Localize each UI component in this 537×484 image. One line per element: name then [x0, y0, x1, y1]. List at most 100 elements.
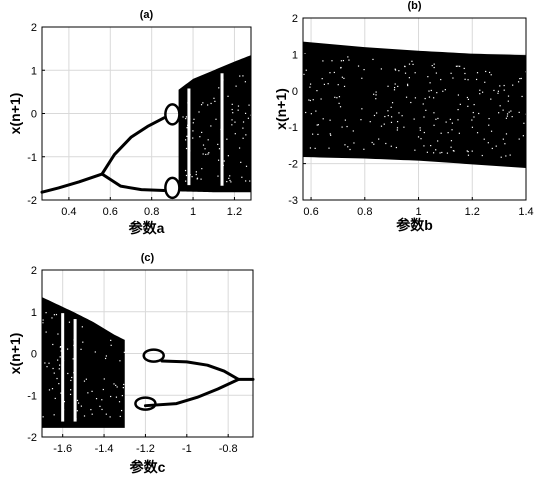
chaos-speckle	[116, 386, 118, 388]
chaos-speckle	[376, 112, 378, 114]
chaos-speckle	[309, 147, 312, 149]
chaos-speckle	[226, 180, 228, 183]
chaos-speckle	[193, 118, 195, 120]
chaos-speckle	[237, 109, 239, 111]
chaos-speckle	[242, 75, 244, 77]
chaos-speckle	[213, 97, 215, 99]
x-tick-label: 1.4	[518, 206, 533, 218]
y-tick-label: 1	[292, 49, 298, 61]
chaos-speckle	[185, 117, 187, 120]
chaos-speckle	[231, 119, 233, 121]
chaos-speckle	[45, 312, 47, 314]
chaos-speckle	[435, 118, 437, 120]
chaos-speckle	[442, 90, 444, 92]
chaos-speckle	[391, 116, 393, 118]
chaos-speckle	[322, 118, 324, 120]
chaos-speckle	[375, 91, 377, 93]
chaos-speckle	[204, 148, 206, 150]
chaos-speckle	[476, 132, 479, 134]
chaos-speckle	[352, 130, 354, 132]
chaos-speckle	[245, 134, 247, 136]
chaos-speckle	[314, 147, 316, 149]
chaos-speckle	[408, 63, 411, 65]
chaos-speckle	[185, 174, 188, 177]
chaos-speckle	[205, 153, 207, 156]
chaos-speckle	[52, 343, 54, 346]
chaos-speckle	[231, 103, 233, 105]
y-tick-label: -1	[27, 152, 37, 164]
chaos-speckle	[71, 376, 73, 379]
chaos-speckle	[42, 322, 44, 324]
panel-a-bifurcation-chart: 0.4 0.6 0.8 1 1.2 -2 -1 0 1 2 (a) 参数a x(n+1)	[7, 9, 252, 236]
chaos-speckle	[500, 156, 502, 158]
x-tick-label: -0.8	[219, 443, 238, 455]
chaos-speckle	[118, 401, 121, 403]
chaos-speckle	[329, 133, 331, 135]
chaos-speckle	[384, 115, 386, 118]
chaos-speckle	[518, 111, 520, 113]
chaos-speckle	[60, 346, 62, 348]
panel-title: (c)	[141, 252, 155, 264]
chaos-speckle	[394, 86, 396, 89]
chaos-speckle	[76, 410, 78, 412]
chaos-speckle	[57, 333, 59, 335]
chaos-speckle	[60, 392, 62, 394]
chaos-speckle	[218, 87, 220, 89]
chaos-speckle	[423, 131, 425, 134]
chaos-speckle	[66, 348, 69, 350]
chaos-speckle	[210, 125, 212, 127]
chaos-speckle	[464, 72, 466, 75]
chaos-speckle	[459, 103, 461, 105]
chaos-speckle	[410, 101, 412, 104]
y-tick-label: -1	[27, 390, 37, 402]
chaos-speckle	[361, 77, 363, 79]
x-tick-label: -1.2	[136, 443, 155, 455]
chaos-speckle	[327, 83, 329, 85]
chaos-speckle	[414, 72, 416, 74]
chaos-speckle	[417, 136, 420, 138]
chaos-speckle	[387, 114, 389, 117]
chaos-speckle	[457, 119, 459, 121]
chaos-speckle	[80, 405, 82, 407]
chaos-speckle	[347, 56, 349, 58]
chaos-speckle	[427, 76, 429, 78]
chaos-speckle	[54, 397, 56, 400]
chaos-speckle	[202, 153, 204, 155]
chaos-speckle	[103, 378, 105, 380]
chaos-speckle	[525, 108, 528, 110]
chaos-speckle	[419, 127, 421, 129]
chaos-speckle	[429, 82, 431, 84]
chaos-speckle	[497, 92, 499, 94]
chaos-speckle	[495, 145, 497, 147]
y-tick-label: 1	[31, 65, 37, 77]
chaos-speckle	[471, 150, 473, 152]
chaos-speckle	[349, 148, 351, 151]
x-tick-label: 0.6	[303, 206, 318, 218]
periodic-window	[187, 88, 191, 186]
chaos-speckle	[200, 178, 202, 180]
chaos-speckle	[119, 360, 121, 362]
chaos-speckle	[305, 69, 307, 71]
chaos-speckle	[58, 383, 60, 385]
chaos-speckle	[428, 96, 431, 98]
chaos-speckle	[512, 84, 514, 86]
chaos-speckle	[218, 148, 221, 150]
chaos-speckle	[463, 67, 465, 70]
chaos-speckle	[440, 78, 442, 81]
x-tick-label: 1	[190, 206, 196, 218]
y-axis-label: x(n+1)	[7, 333, 23, 375]
chaos-speckle	[398, 112, 400, 114]
chaos-speckle	[239, 75, 241, 77]
chaos-speckle	[414, 97, 417, 99]
x-axis-label: 参数b	[396, 217, 433, 233]
chaos-speckle	[403, 126, 405, 128]
chaos-speckle	[45, 331, 47, 333]
chaos-speckle	[490, 98, 492, 100]
chaos-speckle	[312, 133, 314, 135]
chaos-speckle	[394, 83, 396, 85]
chaos-speckle	[378, 138, 380, 140]
chaos-speckle	[363, 148, 365, 150]
chaos-speckle	[58, 368, 60, 370]
chaos-speckle	[450, 140, 453, 142]
chaos-speckle	[363, 68, 365, 71]
